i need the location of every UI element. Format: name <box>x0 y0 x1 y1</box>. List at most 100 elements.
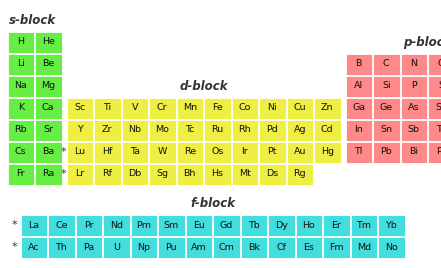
Text: Bi: Bi <box>409 147 418 157</box>
Bar <box>7 142 34 162</box>
Text: W: W <box>157 147 167 157</box>
Text: Ge: Ge <box>380 103 393 113</box>
Text: Sc: Sc <box>74 103 86 113</box>
Bar <box>204 142 231 162</box>
Bar <box>268 214 295 236</box>
Bar <box>94 163 120 184</box>
Bar <box>35 76 61 96</box>
Text: Yb: Yb <box>385 221 397 229</box>
Bar <box>287 120 313 140</box>
Text: *: * <box>11 242 17 252</box>
Bar <box>259 142 285 162</box>
Bar <box>268 236 295 258</box>
Bar <box>351 236 377 258</box>
Text: Hf: Hf <box>102 147 112 157</box>
Bar <box>7 163 34 184</box>
Bar <box>213 214 239 236</box>
Bar <box>7 76 34 96</box>
Bar <box>323 236 350 258</box>
Bar <box>400 142 427 162</box>
Bar <box>351 214 377 236</box>
Text: La: La <box>28 221 39 229</box>
Bar <box>204 120 231 140</box>
Text: s-block: s-block <box>9 14 56 27</box>
Text: Rf: Rf <box>102 169 112 178</box>
Text: Po: Po <box>436 147 441 157</box>
Text: O: O <box>437 59 441 69</box>
Bar <box>122 142 148 162</box>
Bar <box>428 54 441 75</box>
Text: *: * <box>61 169 66 179</box>
Text: Ac: Ac <box>28 243 40 251</box>
Bar <box>131 236 157 258</box>
Bar <box>295 214 322 236</box>
Text: Tb: Tb <box>248 221 260 229</box>
Bar <box>240 214 267 236</box>
Text: Rb: Rb <box>15 125 27 135</box>
Bar <box>122 98 148 118</box>
Text: Cf: Cf <box>276 243 286 251</box>
Bar <box>67 142 93 162</box>
Text: Sb: Sb <box>408 125 420 135</box>
Text: Tl: Tl <box>355 147 363 157</box>
Bar <box>158 236 184 258</box>
Bar <box>48 214 75 236</box>
Text: Al: Al <box>354 81 363 91</box>
Bar <box>176 163 203 184</box>
Text: Pu: Pu <box>165 243 177 251</box>
Bar <box>259 120 285 140</box>
Text: Ca: Ca <box>42 103 55 113</box>
Bar <box>204 163 231 184</box>
Text: Mn: Mn <box>183 103 197 113</box>
Bar <box>428 142 441 162</box>
Text: Np: Np <box>137 243 150 251</box>
Text: Ni: Ni <box>267 103 277 113</box>
Text: Ho: Ho <box>303 221 315 229</box>
Text: Y: Y <box>77 125 82 135</box>
Text: Hg: Hg <box>321 147 334 157</box>
Text: U: U <box>113 243 120 251</box>
Bar <box>67 163 93 184</box>
Text: Sr: Sr <box>43 125 53 135</box>
Bar <box>400 98 427 118</box>
Bar <box>20 236 47 258</box>
Bar <box>232 163 258 184</box>
Text: Hs: Hs <box>211 169 223 178</box>
Text: P: P <box>411 81 417 91</box>
Text: Bk: Bk <box>248 243 260 251</box>
Bar <box>35 54 61 75</box>
Text: Nd: Nd <box>110 221 123 229</box>
Text: Fm: Fm <box>329 243 344 251</box>
Bar <box>75 236 102 258</box>
Text: Gd: Gd <box>220 221 233 229</box>
Text: Pb: Pb <box>381 147 392 157</box>
Text: Ga: Ga <box>352 103 365 113</box>
Text: Cm: Cm <box>218 243 234 251</box>
Bar <box>259 98 285 118</box>
Bar <box>122 120 148 140</box>
Text: K: K <box>18 103 24 113</box>
Text: Cs: Cs <box>15 147 26 157</box>
Text: He: He <box>42 38 55 47</box>
Text: Na: Na <box>14 81 27 91</box>
Bar <box>373 120 400 140</box>
Text: N: N <box>410 59 417 69</box>
Text: Pm: Pm <box>136 221 151 229</box>
Text: As: As <box>408 103 419 113</box>
Text: Ir: Ir <box>241 147 248 157</box>
Text: Zr: Zr <box>102 125 112 135</box>
Text: Es: Es <box>303 243 314 251</box>
Bar <box>345 98 372 118</box>
Text: Sn: Sn <box>380 125 392 135</box>
Bar <box>314 120 340 140</box>
Text: Fr: Fr <box>16 169 25 178</box>
Text: Zn: Zn <box>321 103 333 113</box>
Bar <box>48 236 75 258</box>
Bar <box>232 98 258 118</box>
Text: Fe: Fe <box>212 103 223 113</box>
Bar <box>131 214 157 236</box>
Text: Os: Os <box>211 147 224 157</box>
Text: Re: Re <box>184 147 196 157</box>
Text: Ra: Ra <box>42 169 54 178</box>
Text: In: In <box>355 125 363 135</box>
